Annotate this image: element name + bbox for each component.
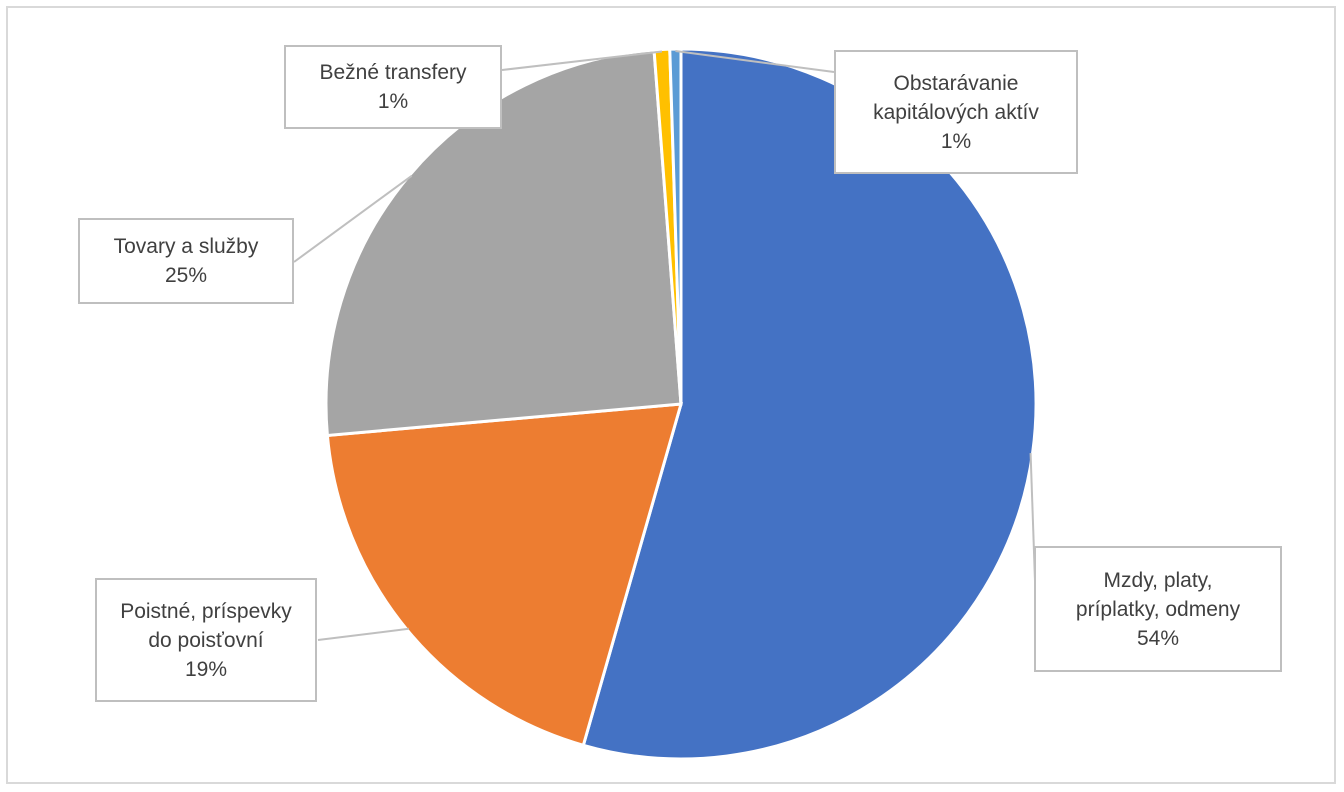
leader-line-poistne — [317, 627, 409, 641]
data-label-line: Tovary a služby — [113, 235, 259, 258]
data-label-line: Obstarávanie — [893, 71, 1019, 95]
data-label-line: do poisťovní — [148, 628, 264, 652]
data-label-value: 25% — [164, 264, 208, 287]
data-label-value: 1% — [377, 90, 409, 113]
data-label-mzdy: Mzdy, platy, príplatky, odmeny 54% — [1034, 546, 1282, 672]
leader-line-tovary — [293, 174, 413, 263]
leader-line-obstaravanie — [675, 50, 835, 73]
data-label-value: 54% — [1136, 626, 1180, 650]
data-label-line: príplatky, odmeny — [1075, 597, 1241, 621]
data-label-value: 19% — [184, 657, 228, 681]
slice-poistne — [325, 402, 684, 748]
data-label-bezne-transfery: Bežné transfery 1% — [284, 45, 502, 129]
data-label-line: Bežné transfery — [319, 61, 467, 84]
data-label-line: Poistné, príspevky — [120, 599, 292, 623]
data-label-line: kapitálových aktív — [873, 100, 1039, 124]
data-label-tovary: Tovary a služby 25% — [78, 218, 294, 304]
data-label-poistne: Poistné, príspevky do poisťovní 19% — [95, 578, 317, 702]
data-label-line: Mzdy, platy, — [1103, 568, 1213, 592]
data-label-value: 1% — [940, 129, 972, 153]
slice-tovary — [324, 48, 683, 438]
data-label-obstaravanie: Obstarávanie kapitálových aktív 1% — [834, 50, 1078, 174]
leader-line-bezne-transfery — [501, 50, 663, 71]
slice-obstaravanie — [668, 47, 683, 405]
